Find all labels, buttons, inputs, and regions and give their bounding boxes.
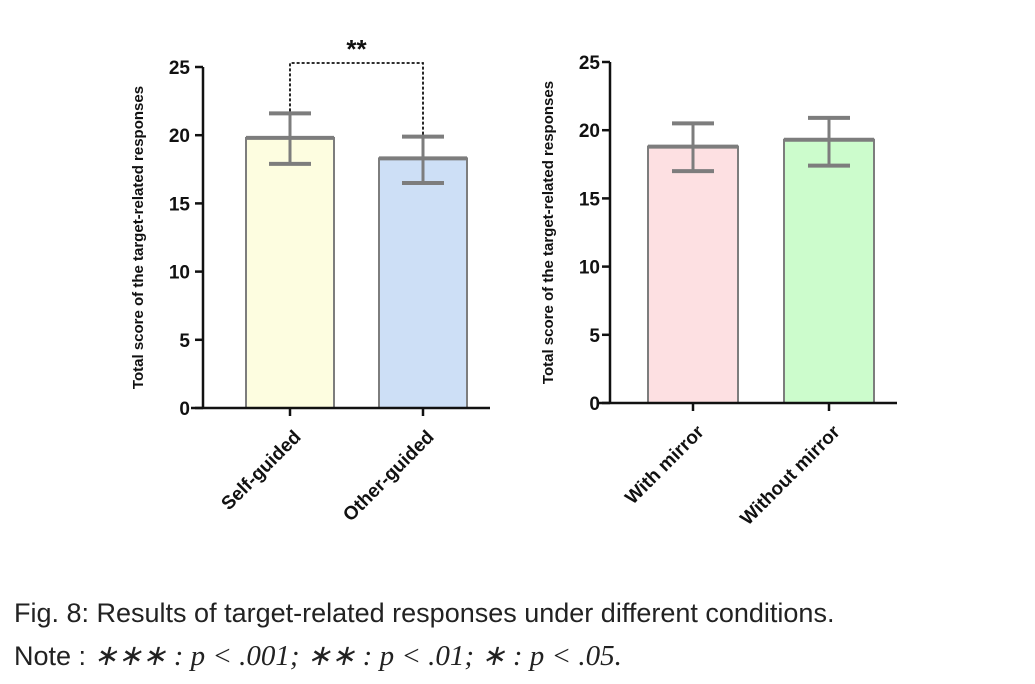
category-label-2: Without mirror (737, 421, 845, 529)
y-axis-title: Total score of the target-related respon… (540, 81, 557, 384)
bar-1 (245, 136, 335, 409)
significance-bracket (289, 62, 424, 135)
significance-label: ** (346, 34, 367, 64)
bar-2 (378, 157, 468, 409)
chart-1: Total score of the target-related respon… (130, 34, 490, 526)
y-tick-label-20: 20 (169, 126, 190, 147)
figure-charts: Total score of the target-related respon… (130, 34, 897, 530)
y-tick-label-25: 25 (169, 58, 191, 79)
note-significance-levels: ∗∗∗ : p < .001; ∗∗ : p < .01; ∗ : p < .0… (93, 640, 622, 672)
note-prefix: Note : (14, 641, 94, 671)
bar-1 (647, 145, 739, 404)
y-tick-label-10: 10 (579, 258, 600, 279)
y-tick-label-5: 5 (179, 331, 190, 352)
y-tick-label-25: 25 (579, 53, 601, 74)
y-tick-label-20: 20 (579, 121, 600, 142)
category-label-1: Self-guided (218, 427, 306, 515)
y-tick-label-5: 5 (589, 326, 600, 347)
y-tick-label-15: 15 (579, 189, 601, 210)
y-tick-label-15: 15 (169, 194, 191, 215)
y-tick-label-0: 0 (179, 399, 190, 420)
chart-2: Total score of the target-related respon… (540, 53, 897, 530)
y-tick-label-10: 10 (169, 263, 190, 284)
bar-2 (783, 138, 875, 405)
figure-note: Note : ∗∗∗ : p < .001; ∗∗ : p < .01; ∗ :… (14, 638, 622, 673)
figure-caption: Fig. 8: Results of target-related respon… (14, 598, 835, 628)
category-label-1: With mirror (621, 421, 709, 509)
y-axis-title: Total score of the target-related respon… (130, 86, 147, 389)
category-label-2: Other-guided (339, 427, 438, 526)
y-tick-label-0: 0 (589, 394, 600, 415)
